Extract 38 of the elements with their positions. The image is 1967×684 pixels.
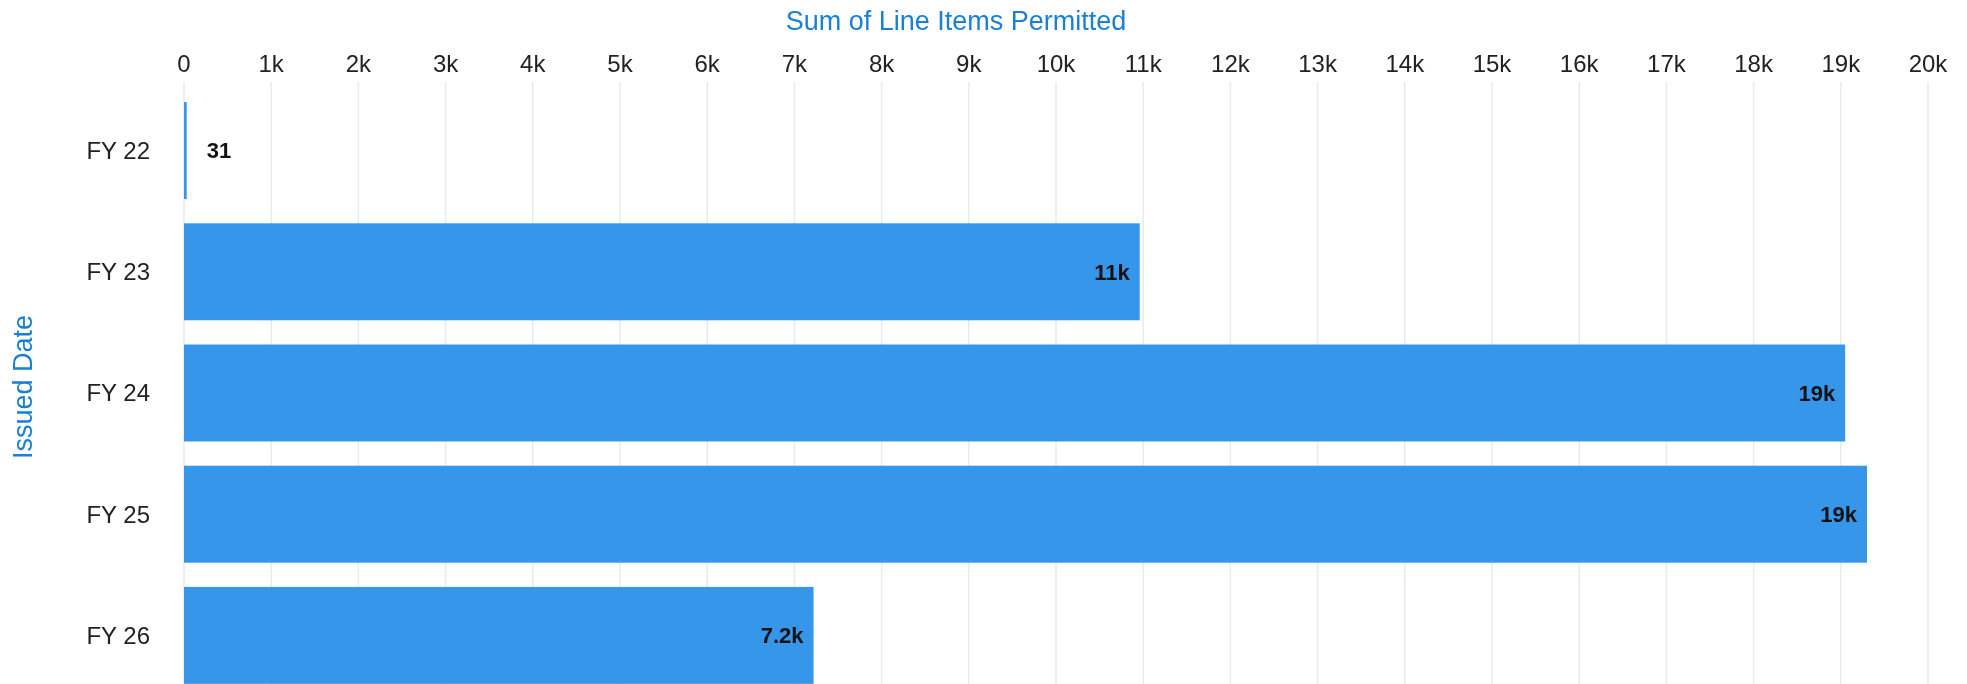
x-tick-label: 5k (607, 50, 634, 77)
x-axis-title: Sum of Line Items Permitted (785, 6, 1127, 36)
y-tick-label: FY 24 (86, 379, 150, 407)
x-tick-label: 2k (345, 50, 373, 77)
x-tick-label: 15k (1472, 50, 1513, 77)
x-tick-label: 9k (956, 50, 983, 77)
x-tick-label: 18k (1734, 50, 1774, 77)
x-tick-label: 13k (1298, 50, 1338, 77)
x-tick-label: 19k (1821, 50, 1862, 77)
bar (184, 586, 814, 684)
y-tick-label: FY 22 (86, 137, 150, 164)
x-tick-label: 12k (1211, 50, 1251, 77)
data-label: 11k (1094, 259, 1131, 285)
x-tick-label: 14k (1385, 50, 1426, 77)
data-label: 19k (1820, 501, 1858, 527)
x-tick-label: 1k (258, 50, 285, 77)
x-tick-label: 8k (868, 50, 896, 77)
x-tick-label: 4k (520, 50, 547, 77)
bar (184, 465, 1867, 563)
y-tick-label: FY 26 (86, 621, 150, 649)
x-tick-label: 16k (1559, 50, 1600, 77)
x-tick-label: 11k (1124, 50, 1163, 77)
x-tick-label: 10k (1036, 50, 1077, 77)
data-label: 31 (206, 138, 232, 164)
x-tick-label: 7k (781, 50, 809, 77)
y-tick-label: FY 23 (86, 258, 150, 286)
x-tick-label: 6k (694, 50, 721, 77)
data-label: 19k (1798, 380, 1836, 406)
x-tick-label: 3k (432, 50, 460, 77)
y-axis-title: Issued Date (8, 314, 38, 460)
data-label: 7.2k (760, 623, 805, 649)
bar (184, 223, 1140, 321)
x-tick-label: 20k (1908, 50, 1949, 77)
bar (184, 102, 187, 200)
y-tick-label: FY 25 (86, 500, 150, 528)
x-tick-label: 0 (177, 50, 191, 77)
bar (184, 344, 1846, 442)
x-tick-label: 17k (1647, 50, 1687, 77)
